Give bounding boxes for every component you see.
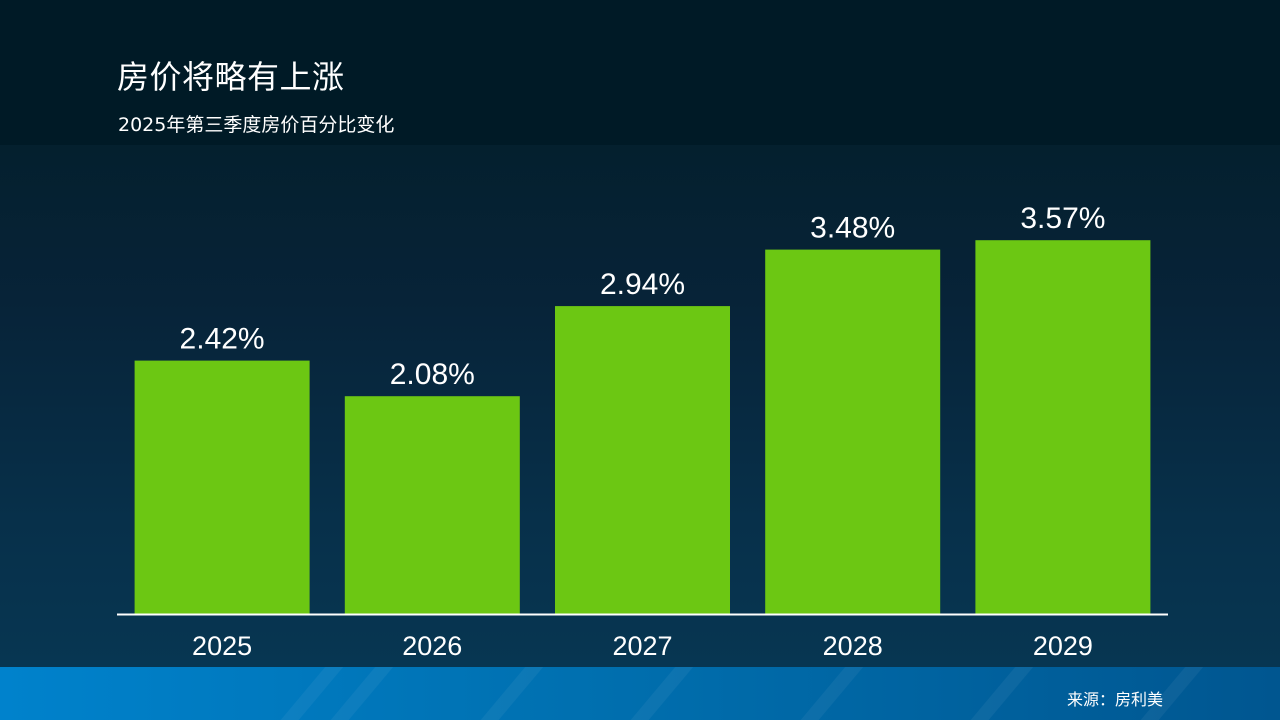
data-label-2025: 2.42%: [180, 323, 265, 356]
source-note: 来源：房利美: [1066, 690, 1163, 709]
x-tick-label-2027: 2027: [612, 631, 672, 661]
x-tick-label-2028: 2028: [823, 631, 883, 661]
bar-chart: 2.42% 2025 2.08% 2026 2.94% 2027 3.48% 2028 3.57…: [134, 202, 1151, 661]
x-tick-label-2029: 2029: [1033, 631, 1093, 661]
bar-2029: [975, 240, 1151, 614]
chart-title: 房价将略有上涨: [117, 58, 345, 96]
bar-2027: [555, 306, 730, 614]
data-label-2026: 2.08%: [390, 358, 475, 391]
data-label-2027: 2.94%: [600, 268, 685, 301]
x-tick-label-2025: 2025: [192, 631, 252, 661]
header-band: 房价将略有上涨 2025年第三季度房价百分比变化: [0, 0, 1280, 145]
bar-2025: [134, 360, 310, 614]
bar-2028: [765, 249, 941, 614]
footer-band: 来源：房利美: [0, 667, 1280, 720]
x-tick-label-2026: 2026: [402, 631, 462, 661]
bar-2026: [344, 396, 520, 614]
data-label-2029: 3.57%: [1020, 202, 1105, 235]
data-label-2028: 3.48%: [810, 212, 895, 245]
chart-subtitle: 2025年第三季度房价百分比变化: [118, 114, 395, 136]
